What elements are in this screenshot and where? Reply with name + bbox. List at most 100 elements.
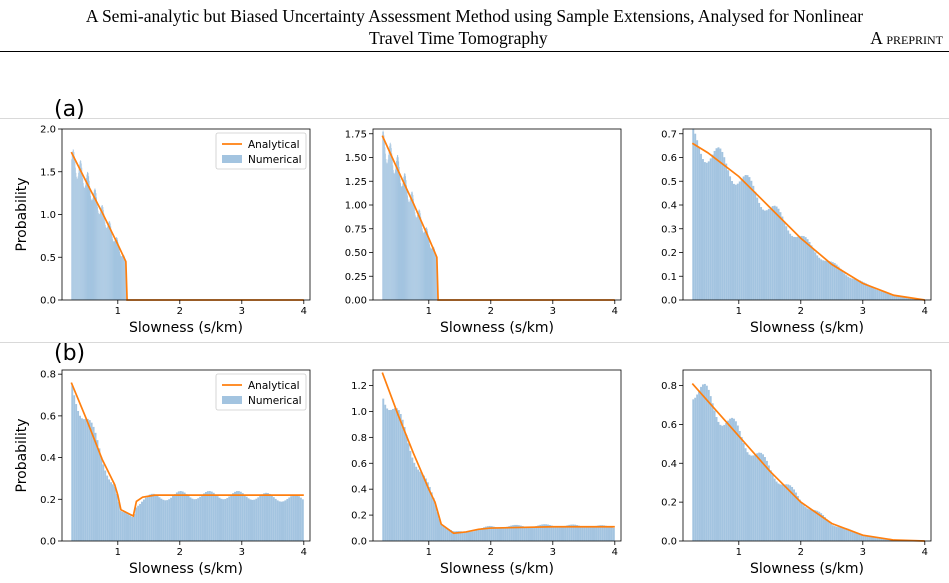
histogram-bar	[899, 296, 902, 300]
histogram-bar	[386, 408, 389, 541]
histogram-bar	[393, 170, 394, 300]
histogram-bar	[465, 532, 468, 541]
histogram-bar	[421, 224, 423, 300]
histogram-bar	[517, 525, 520, 541]
histogram-bar	[572, 524, 575, 541]
histogram-bar	[292, 495, 295, 541]
histogram-bar	[870, 286, 873, 300]
histogram-bar	[692, 128, 695, 300]
histogram-bar	[122, 255, 123, 300]
histogram-bar	[895, 295, 898, 300]
histogram-bar	[415, 215, 416, 300]
histogram-bar	[113, 240, 114, 300]
histogram-bar	[115, 238, 117, 300]
y-tick-label: 0.8	[661, 381, 677, 392]
histogram-bar	[78, 168, 80, 300]
histogram-bar	[402, 180, 404, 300]
y-tick-label: 1.75	[345, 129, 367, 140]
histogram-bar	[387, 159, 389, 300]
histogram-bar	[887, 292, 890, 300]
x-tick-label: 4	[301, 306, 307, 317]
histogram-bar	[87, 173, 89, 300]
subplot-a-2: 1 2 3 4 0.00 0.25 0.50 0.75 1.00 1.25 1.50 1.75 Slow…	[345, 128, 622, 336]
histogram-bar	[400, 186, 402, 300]
histogram-bar	[502, 527, 505, 541]
histogram-bar	[814, 510, 817, 541]
histogram-bar	[709, 158, 712, 300]
subplot-b-2: 1 2 3 4 0.0 0.2 0.4 0.6 0.8 1.0 1.2 Slowness (s/km)	[351, 369, 622, 577]
histogram-bar	[86, 418, 89, 541]
histogram-bar	[889, 293, 892, 300]
histogram-bar	[197, 498, 200, 541]
histogram-bar	[796, 496, 799, 541]
histogram-bar	[514, 524, 516, 541]
histogram-bar	[909, 297, 912, 300]
histogram-bar	[866, 536, 869, 541]
histogram-bar	[539, 524, 542, 541]
histogram-bar	[123, 255, 125, 300]
histogram-bar	[85, 181, 87, 300]
histogram-bar	[703, 383, 706, 541]
histogram-bar	[560, 526, 563, 541]
histogram-bar	[245, 496, 248, 541]
histogram-bar	[765, 210, 768, 300]
histogram-bar	[700, 153, 702, 300]
histogram-bar	[858, 534, 861, 541]
histogram-bar	[423, 232, 425, 300]
histogram-bar	[744, 175, 747, 300]
x-tick-label: 2	[488, 547, 494, 558]
histogram-bar	[394, 172, 396, 300]
histogram-bar	[748, 454, 751, 541]
histogram-bar	[587, 527, 590, 541]
histogram-bar	[75, 167, 76, 300]
histogram-bar	[98, 448, 101, 541]
histogram-bar	[249, 499, 252, 541]
histogram-bar	[732, 418, 735, 541]
histogram-bar	[160, 498, 163, 541]
histogram-bar	[498, 527, 501, 541]
histogram-bar	[760, 206, 763, 300]
histogram-bar	[822, 260, 825, 300]
histogram-bar	[119, 251, 121, 300]
histogram-bar	[86, 174, 88, 300]
histogram-bar	[382, 130, 384, 300]
histogram-bar	[425, 227, 427, 300]
y-tick-label: 0.2	[661, 498, 677, 509]
histogram-bar	[886, 539, 888, 541]
histogram-bar	[510, 525, 513, 541]
histogram-bar	[77, 178, 78, 300]
histogram-bar	[769, 470, 772, 541]
histogram-bar	[406, 190, 408, 300]
histogram-bar	[417, 212, 419, 300]
histogram-bar	[816, 255, 819, 300]
histogram-bar	[529, 527, 532, 541]
histogram-bar	[102, 207, 104, 300]
histogram-bar	[436, 511, 439, 541]
histogram-bar	[431, 248, 432, 300]
histogram-bar	[278, 501, 281, 541]
histogram-bar	[125, 260, 126, 300]
histogram-bar	[397, 155, 398, 300]
histogram-bar	[399, 172, 401, 300]
histogram-bar	[401, 185, 403, 300]
histogram-bar	[148, 494, 151, 541]
histogram-bar	[270, 495, 273, 541]
histogram-bar	[117, 501, 120, 541]
histogram-bar	[392, 159, 393, 300]
histogram-bar	[576, 525, 578, 541]
histogram-bar	[773, 205, 776, 300]
histogram-bar	[481, 528, 484, 541]
plots-group: 1 2 3 4 0.0 0.5 1.0 1.5 2.0 Slowness (s/km) Probab…	[14, 125, 932, 577]
histogram-bar	[810, 245, 813, 300]
histogram-bar	[882, 538, 885, 541]
histogram-bar	[108, 221, 110, 300]
histogram-bar	[93, 192, 94, 300]
histogram-bar	[100, 207, 102, 300]
histogram-bar	[446, 528, 449, 541]
histogram-bar	[471, 531, 474, 541]
histogram-bar	[804, 507, 807, 541]
histogram-bar	[750, 455, 753, 541]
histogram-bar	[118, 245, 120, 300]
histogram-bar	[839, 527, 842, 541]
histogram-bar	[179, 491, 182, 541]
